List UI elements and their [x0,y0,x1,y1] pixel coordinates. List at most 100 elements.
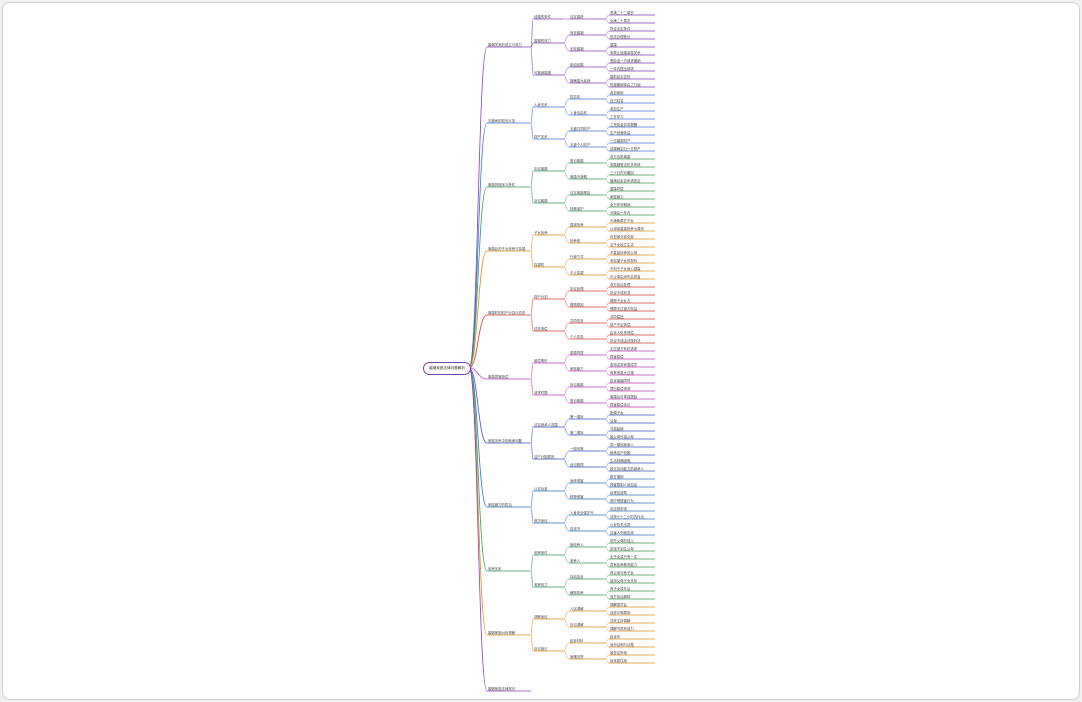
subtopic-level3[interactable]: 一般均等 [570,446,584,451]
subtopic[interactable]: 债务清偿 [534,326,548,331]
leaf-topic[interactable]: 向法院申请 [610,506,628,511]
subtopic[interactable]: 调解途径 [534,614,548,619]
subtopic-level3[interactable]: 法定婚龄 [570,14,584,19]
subtopic-level3[interactable]: 中止探望 [570,270,584,275]
leaf-topic[interactable]: 工资奖金劳务报酬 [610,122,638,127]
leaf-topic[interactable]: 自愿平等原则 [610,610,631,615]
subtopic[interactable]: 探望权 [534,262,545,267]
subtopic[interactable]: 诉讼离婚 [534,198,548,203]
subtopic[interactable]: 可撤销婚姻 [534,70,552,75]
subtopic-level3[interactable]: 人身自由权 [570,110,588,115]
leaf-topic[interactable]: 生活特殊困难 [610,458,631,463]
subtopic[interactable]: 认定标准 [534,486,548,491]
leaf-topic[interactable]: 分娩后一年内 [610,210,631,215]
subtopic[interactable]: 请求时限 [534,390,548,395]
subtopic-level3[interactable]: 离婚冷静期 [570,174,588,179]
subtopic-level3[interactable]: 夫妻共同财产 [570,126,591,131]
leaf-topic[interactable]: 符合法定条件 [610,26,631,31]
subtopic-level3[interactable]: 适当照顾 [570,462,584,467]
subtopic-level3[interactable]: 特殊保护 [570,206,584,211]
subtopic-level3[interactable]: 登记离婚 [570,158,584,163]
branch-topic[interactable]: 婚姻家庭纠纷调解 [488,630,516,635]
subtopic-level3[interactable]: 行使方式 [570,254,584,259]
leaf-topic[interactable]: 参加生产 [610,106,624,111]
leaf-topic[interactable]: 至子女独立生活 [610,242,634,247]
leaf-topic[interactable]: 虐待遗弃家庭成员 [610,362,638,367]
subtopic-level3[interactable]: 管辖法院 [570,654,584,659]
branch-topic[interactable]: 婚姻家庭法律常识 [488,686,516,691]
leaf-topic[interactable]: 起诉状 [610,634,621,639]
leaf-topic[interactable]: 同一顺序继承人 [610,442,634,447]
leaf-topic[interactable]: 三十日内可撤回 [610,170,634,175]
leaf-topic[interactable]: 提出赔偿请求 [610,386,631,391]
leaf-topic[interactable]: 经常居住地 [610,658,628,663]
leaf-topic[interactable]: 协议不成判决 [610,290,631,295]
leaf-topic[interactable]: 起诉离婚同时 [610,378,631,383]
leaf-topic[interactable]: 调解书具有效力 [610,626,634,631]
subtopic-level3[interactable]: 人民调解 [570,606,584,611]
subtopic-level3[interactable]: 身体侵害 [570,478,584,483]
branch-topic[interactable]: 离婚时的财产分割与债务 [488,310,526,315]
leaf-topic[interactable]: 一年内提出请求 [610,66,634,71]
subtopic-level3[interactable]: 家庭暴力 [570,366,584,371]
subtopic-level3[interactable]: 起诉材料 [570,638,584,643]
subtopic[interactable]: 收养效力 [534,582,548,587]
root-topic[interactable]: 婚姻家庭法律问题解析 [423,362,471,375]
subtopic-level3[interactable]: 诉讼调解 [570,622,584,627]
branch-topic[interactable]: 夫妻间的权利义务 [488,118,516,123]
leaf-topic[interactable]: 无子女或只有一名 [610,554,637,559]
subtopic-level3[interactable]: 被收养人 [570,542,584,547]
leaf-topic[interactable]: 依法办理登记 [610,34,631,39]
leaf-topic[interactable]: 法院七十二小时内作出 [610,514,645,519]
leaf-topic[interactable]: 负担部分或全部 [610,234,634,239]
leaf-topic[interactable]: 重婚 [610,42,617,47]
leaf-topic[interactable]: 经常性谩骂 [610,490,628,495]
leaf-topic[interactable]: 适用父母子女关系 [610,578,638,583]
leaf-topic[interactable]: 调解委员会 [610,602,628,607]
subtopic[interactable]: 结婚的条件 [534,14,552,19]
leaf-topic[interactable]: 中止事由消失后恢复 [610,274,641,279]
subtopic[interactable]: 法定继承人范围 [534,422,558,427]
leaf-topic[interactable]: 无过错方有权请求 [610,346,638,351]
leaf-topic[interactable]: 损害赔偿诉讼 [610,402,631,407]
subtopic-level3[interactable]: 登记离婚 [570,398,584,403]
leaf-topic[interactable]: 自己姓名 [610,98,624,103]
subtopic-level3[interactable]: 诉讼离婚 [570,382,584,387]
leaf-topic[interactable]: 具有抚养教育能力 [610,562,638,567]
leaf-topic[interactable]: 离婚后可单独提起 [610,394,638,399]
subtopic-level3[interactable]: 姓名权 [570,94,581,99]
leaf-topic[interactable]: 重婚同居 [610,186,624,191]
subtopic-level3[interactable]: 无效婚姻 [570,46,584,51]
subtopic[interactable]: 协议离婚 [534,166,548,171]
subtopic[interactable]: 婚姻的效力 [534,38,552,43]
subtopic-level3[interactable]: 第二顺序 [570,430,584,435]
subtopic[interactable]: 救济途径 [534,518,548,523]
subtopic-level3[interactable]: 拟制血亲 [570,574,584,579]
subtopic-level3[interactable]: 第一顺序 [570,414,584,419]
leaf-topic[interactable]: 双方协议处理 [610,282,631,287]
subtopic-level3[interactable]: 直接抚养 [570,222,584,227]
subtopic-level3[interactable]: 解除收养 [570,590,584,595]
branch-topic[interactable]: 离婚后的子女抚养与探望 [488,246,526,251]
subtopic-level3[interactable]: 共同债务 [570,318,584,323]
subtopic-level3[interactable]: 收养人 [570,558,581,563]
leaf-topic[interactable]: 以母亲直接抚养为原则 [610,226,645,231]
leaf-topic[interactable]: 生产经营收益 [610,130,631,135]
leaf-topic[interactable]: 继承遗产份额 [610,450,631,455]
leaf-topic[interactable]: 祖父母外祖父母 [610,434,634,439]
leaf-topic[interactable]: 男满二十二周岁 [610,10,634,15]
leaf-topic[interactable]: 双方协议解除 [610,594,631,599]
subtopic[interactable]: 人身关系 [534,102,548,107]
leaf-topic[interactable]: 一方婚前财产 [610,138,631,143]
leaf-topic[interactable]: 到婚姻登记机关申请 [610,162,641,167]
leaf-topic[interactable]: 被告住所地 [610,650,628,655]
leaf-topic[interactable]: 工作学习 [610,114,624,119]
leaf-topic[interactable]: 养子女成年后 [610,586,631,591]
leaf-topic[interactable]: 各自使用 [610,90,624,95]
leaf-topic[interactable]: 财产不足清偿 [610,322,631,327]
leaf-topic[interactable]: 兄弟姐妹 [610,426,624,431]
leaf-topic[interactable]: 不直接抚养的父母 [610,250,638,255]
leaf-topic[interactable]: 婚前如实告知 [610,74,631,79]
leaf-topic[interactable]: 残害限制人身自由 [610,482,637,487]
leaf-topic[interactable]: 受胁迫一方请求撤销 [610,58,641,63]
